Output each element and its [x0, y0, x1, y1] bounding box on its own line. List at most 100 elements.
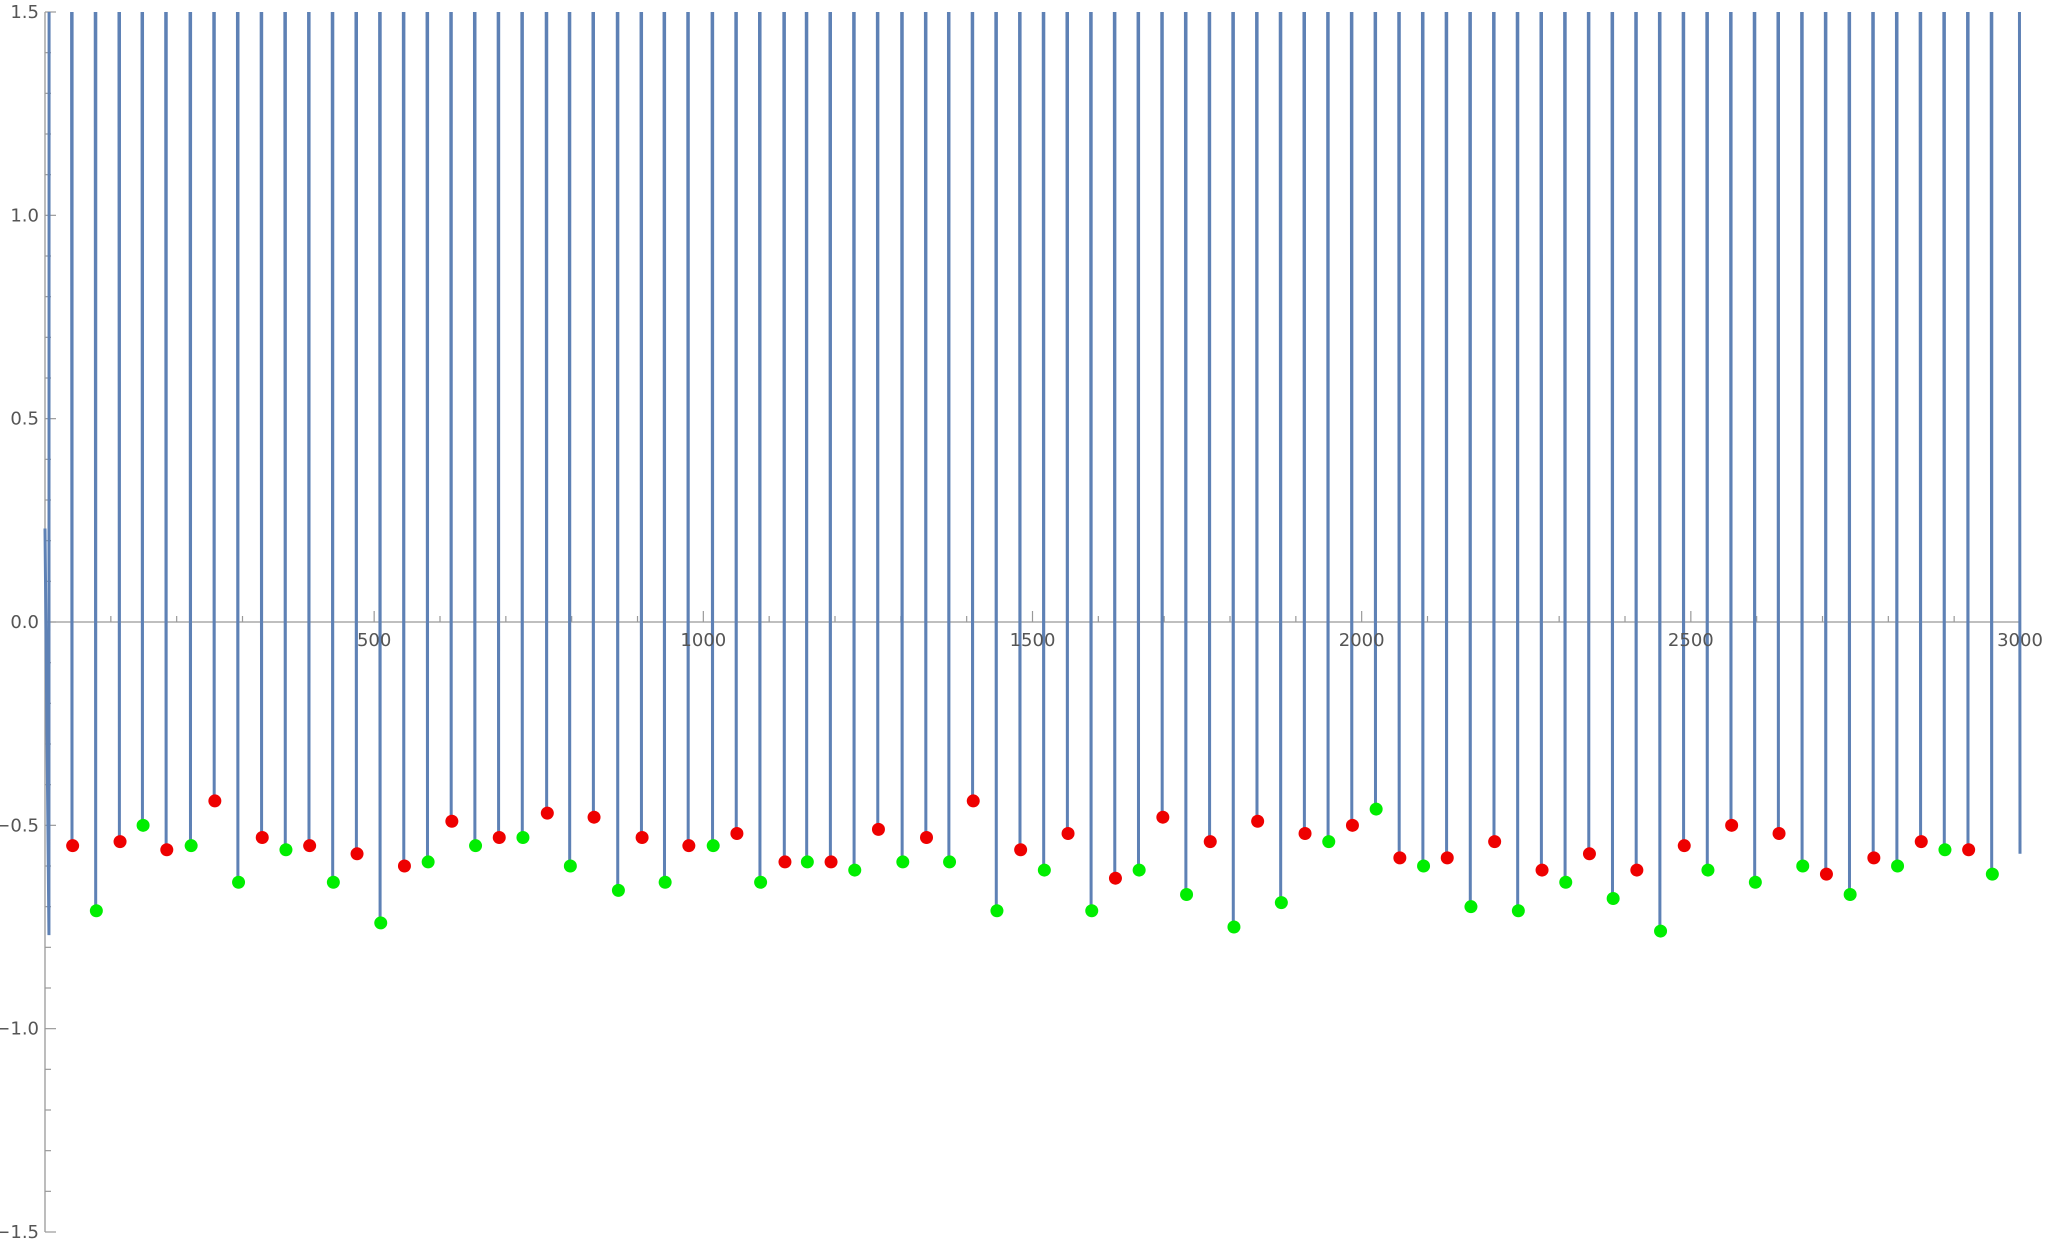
- red-point: [113, 835, 127, 849]
- y-tick-label: 1.5: [10, 2, 39, 23]
- red-point: [966, 794, 980, 808]
- points-layer: [66, 794, 1999, 938]
- red-point: [1251, 814, 1265, 828]
- red-point: [350, 847, 364, 861]
- red-point: [445, 814, 459, 828]
- red-point: [1061, 826, 1075, 840]
- red-point: [1819, 867, 1833, 881]
- x-tick-label: 1000: [680, 630, 726, 651]
- green-point: [658, 875, 672, 889]
- red-point: [635, 831, 649, 845]
- red-point: [1725, 818, 1739, 832]
- green-point: [1606, 892, 1620, 906]
- green-point: [990, 904, 1004, 918]
- red-point: [1630, 863, 1644, 877]
- green-point: [800, 855, 814, 869]
- y-tick-label: −0.5: [0, 815, 39, 836]
- red-point: [1298, 826, 1312, 840]
- red-point: [540, 806, 554, 820]
- red-point: [1772, 826, 1786, 840]
- green-point: [706, 839, 720, 853]
- green-point: [232, 875, 246, 889]
- green-point: [754, 875, 768, 889]
- red-point: [1156, 810, 1170, 824]
- series-line: [43, 12, 2022, 936]
- y-tick-label: 0.5: [10, 409, 39, 430]
- x-tick-label: 3000: [1997, 630, 2043, 651]
- green-point: [516, 831, 530, 845]
- red-point: [730, 826, 744, 840]
- green-point: [1417, 859, 1431, 873]
- green-point: [848, 863, 862, 877]
- red-point: [1582, 847, 1596, 861]
- red-point: [397, 859, 411, 873]
- y-tick-label: 1.0: [10, 205, 39, 226]
- red-point: [1393, 851, 1407, 865]
- y-tick-label: −1.0: [0, 1019, 39, 1040]
- red-point: [1345, 818, 1359, 832]
- green-point: [1322, 835, 1336, 849]
- red-point: [1488, 835, 1502, 849]
- green-point: [1701, 863, 1715, 877]
- red-point: [1867, 851, 1881, 865]
- green-point: [279, 843, 293, 857]
- red-point: [1440, 851, 1454, 865]
- red-point: [160, 843, 174, 857]
- green-point: [89, 904, 103, 918]
- green-point: [1985, 867, 1999, 881]
- line-layer: [43, 12, 2022, 936]
- green-point: [1796, 859, 1810, 873]
- red-point: [66, 839, 80, 853]
- red-point: [492, 831, 506, 845]
- green-point: [1511, 904, 1525, 918]
- green-point: [1132, 863, 1146, 877]
- red-point: [1203, 835, 1217, 849]
- red-point: [1914, 835, 1928, 849]
- red-point: [303, 839, 317, 853]
- axes: [44, 11, 2021, 1233]
- green-point: [184, 839, 198, 853]
- x-tick-label: 500: [357, 630, 391, 651]
- y-tick-label: −1.5: [0, 1222, 39, 1243]
- green-point: [896, 855, 910, 869]
- red-point: [778, 855, 792, 869]
- red-point: [1108, 871, 1122, 885]
- green-point: [1227, 920, 1241, 934]
- green-point: [374, 916, 388, 930]
- green-point: [611, 883, 625, 897]
- red-point: [587, 810, 601, 824]
- red-point: [682, 839, 696, 853]
- x-tick-label: 2500: [1668, 630, 1714, 651]
- red-point: [255, 831, 269, 845]
- green-point: [326, 875, 340, 889]
- x-tick-label: 2000: [1339, 630, 1385, 651]
- green-point: [1843, 887, 1857, 901]
- green-point: [1274, 896, 1288, 910]
- red-point: [824, 855, 838, 869]
- green-point: [1464, 900, 1478, 914]
- green-point: [421, 855, 435, 869]
- green-point: [1654, 924, 1668, 938]
- green-point: [943, 855, 957, 869]
- green-point: [469, 839, 483, 853]
- red-point: [1962, 843, 1976, 857]
- green-point: [1369, 802, 1383, 816]
- red-point: [920, 831, 934, 845]
- red-point: [208, 794, 222, 808]
- green-point: [136, 818, 150, 832]
- green-point: [1559, 875, 1573, 889]
- x-tick-label: 1500: [1010, 630, 1056, 651]
- green-point: [1891, 859, 1905, 873]
- y-tick-label: 0.0: [10, 612, 39, 633]
- green-point: [563, 859, 577, 873]
- green-point: [1180, 887, 1194, 901]
- green-point: [1938, 843, 1952, 857]
- red-point: [1014, 843, 1028, 857]
- green-point: [1748, 875, 1762, 889]
- red-point: [1535, 863, 1549, 877]
- green-point: [1085, 904, 1099, 918]
- green-point: [1037, 863, 1051, 877]
- red-point: [1677, 839, 1691, 853]
